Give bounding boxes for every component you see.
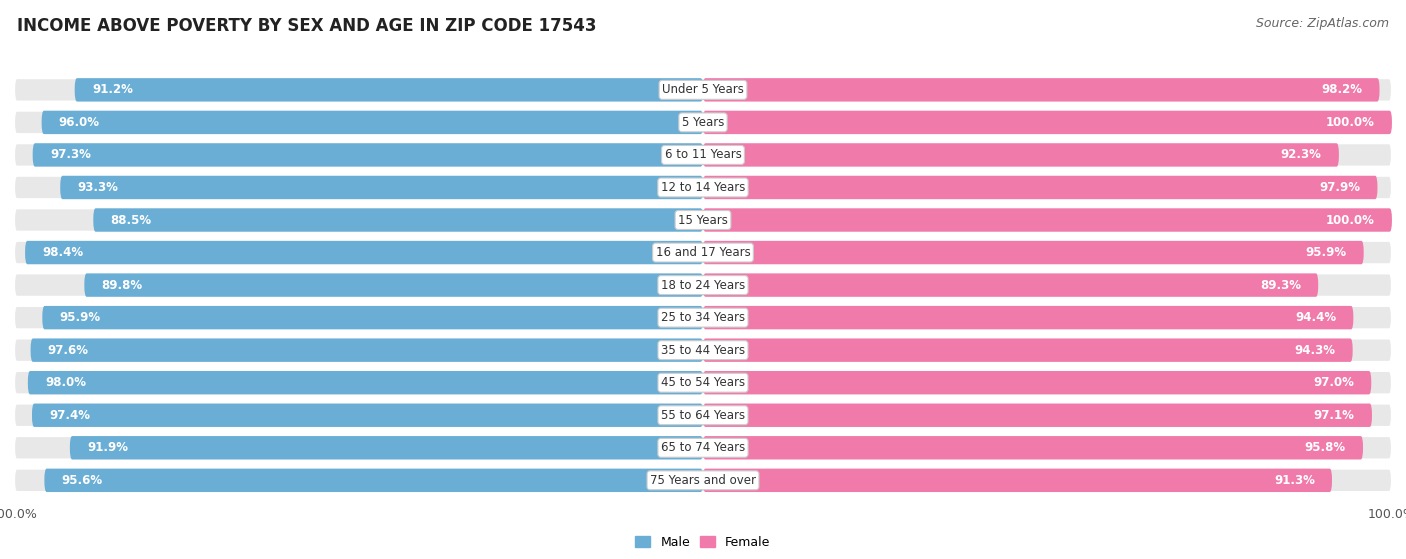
FancyBboxPatch shape [703,143,1339,167]
Text: 88.5%: 88.5% [111,214,152,226]
Text: 100.0%: 100.0% [1326,214,1375,226]
FancyBboxPatch shape [14,404,1392,427]
FancyBboxPatch shape [703,176,1378,199]
FancyBboxPatch shape [93,209,703,232]
Text: 94.4%: 94.4% [1295,311,1336,324]
Text: 89.8%: 89.8% [101,278,142,292]
Text: 97.0%: 97.0% [1313,376,1354,389]
FancyBboxPatch shape [31,338,703,362]
FancyBboxPatch shape [42,111,703,134]
Text: 95.9%: 95.9% [59,311,101,324]
Text: 97.3%: 97.3% [49,149,91,162]
FancyBboxPatch shape [42,306,703,329]
FancyBboxPatch shape [60,176,703,199]
Text: 35 to 44 Years: 35 to 44 Years [661,344,745,357]
Text: Under 5 Years: Under 5 Years [662,83,744,96]
FancyBboxPatch shape [75,78,703,102]
FancyBboxPatch shape [703,404,1372,427]
FancyBboxPatch shape [14,306,1392,329]
Text: 96.0%: 96.0% [59,116,100,129]
FancyBboxPatch shape [32,143,703,167]
FancyBboxPatch shape [14,143,1392,167]
Text: 97.6%: 97.6% [48,344,89,357]
FancyBboxPatch shape [14,436,1392,459]
Text: 89.3%: 89.3% [1260,278,1301,292]
FancyBboxPatch shape [14,338,1392,362]
Text: 91.3%: 91.3% [1274,474,1315,487]
FancyBboxPatch shape [14,78,1392,102]
FancyBboxPatch shape [14,468,1392,492]
FancyBboxPatch shape [703,468,1331,492]
Text: 15 Years: 15 Years [678,214,728,226]
Text: 75 Years and over: 75 Years and over [650,474,756,487]
FancyBboxPatch shape [703,111,1392,134]
FancyBboxPatch shape [703,273,1319,297]
FancyBboxPatch shape [703,371,1371,395]
FancyBboxPatch shape [703,338,1353,362]
Text: 12 to 14 Years: 12 to 14 Years [661,181,745,194]
Text: 6 to 11 Years: 6 to 11 Years [665,149,741,162]
FancyBboxPatch shape [32,404,703,427]
FancyBboxPatch shape [703,306,1354,329]
Text: 100.0%: 100.0% [1326,116,1375,129]
Text: 91.9%: 91.9% [87,441,128,454]
Legend: Male, Female: Male, Female [630,530,776,553]
FancyBboxPatch shape [25,241,703,264]
Text: 25 to 34 Years: 25 to 34 Years [661,311,745,324]
FancyBboxPatch shape [14,241,1392,264]
FancyBboxPatch shape [703,241,1364,264]
FancyBboxPatch shape [14,273,1392,297]
Text: 97.1%: 97.1% [1313,409,1355,421]
FancyBboxPatch shape [84,273,703,297]
Text: 16 and 17 Years: 16 and 17 Years [655,246,751,259]
Text: 97.9%: 97.9% [1319,181,1360,194]
Text: 98.2%: 98.2% [1322,83,1362,96]
Text: 95.8%: 95.8% [1305,441,1346,454]
Text: Source: ZipAtlas.com: Source: ZipAtlas.com [1256,17,1389,30]
Text: 55 to 64 Years: 55 to 64 Years [661,409,745,421]
Text: 91.2%: 91.2% [91,83,132,96]
Text: 94.3%: 94.3% [1295,344,1336,357]
FancyBboxPatch shape [14,176,1392,199]
FancyBboxPatch shape [28,371,703,395]
FancyBboxPatch shape [14,371,1392,395]
FancyBboxPatch shape [703,436,1362,459]
Text: 95.9%: 95.9% [1305,246,1347,259]
Text: INCOME ABOVE POVERTY BY SEX AND AGE IN ZIP CODE 17543: INCOME ABOVE POVERTY BY SEX AND AGE IN Z… [17,17,596,35]
Text: 45 to 54 Years: 45 to 54 Years [661,376,745,389]
FancyBboxPatch shape [703,209,1392,232]
Text: 98.0%: 98.0% [45,376,86,389]
Text: 5 Years: 5 Years [682,116,724,129]
FancyBboxPatch shape [70,436,703,459]
Text: 18 to 24 Years: 18 to 24 Years [661,278,745,292]
FancyBboxPatch shape [14,209,1392,232]
FancyBboxPatch shape [14,111,1392,134]
FancyBboxPatch shape [703,78,1379,102]
Text: 93.3%: 93.3% [77,181,118,194]
FancyBboxPatch shape [45,468,703,492]
Text: 95.6%: 95.6% [62,474,103,487]
Text: 65 to 74 Years: 65 to 74 Years [661,441,745,454]
Text: 98.4%: 98.4% [42,246,83,259]
Text: 92.3%: 92.3% [1281,149,1322,162]
Text: 97.4%: 97.4% [49,409,90,421]
